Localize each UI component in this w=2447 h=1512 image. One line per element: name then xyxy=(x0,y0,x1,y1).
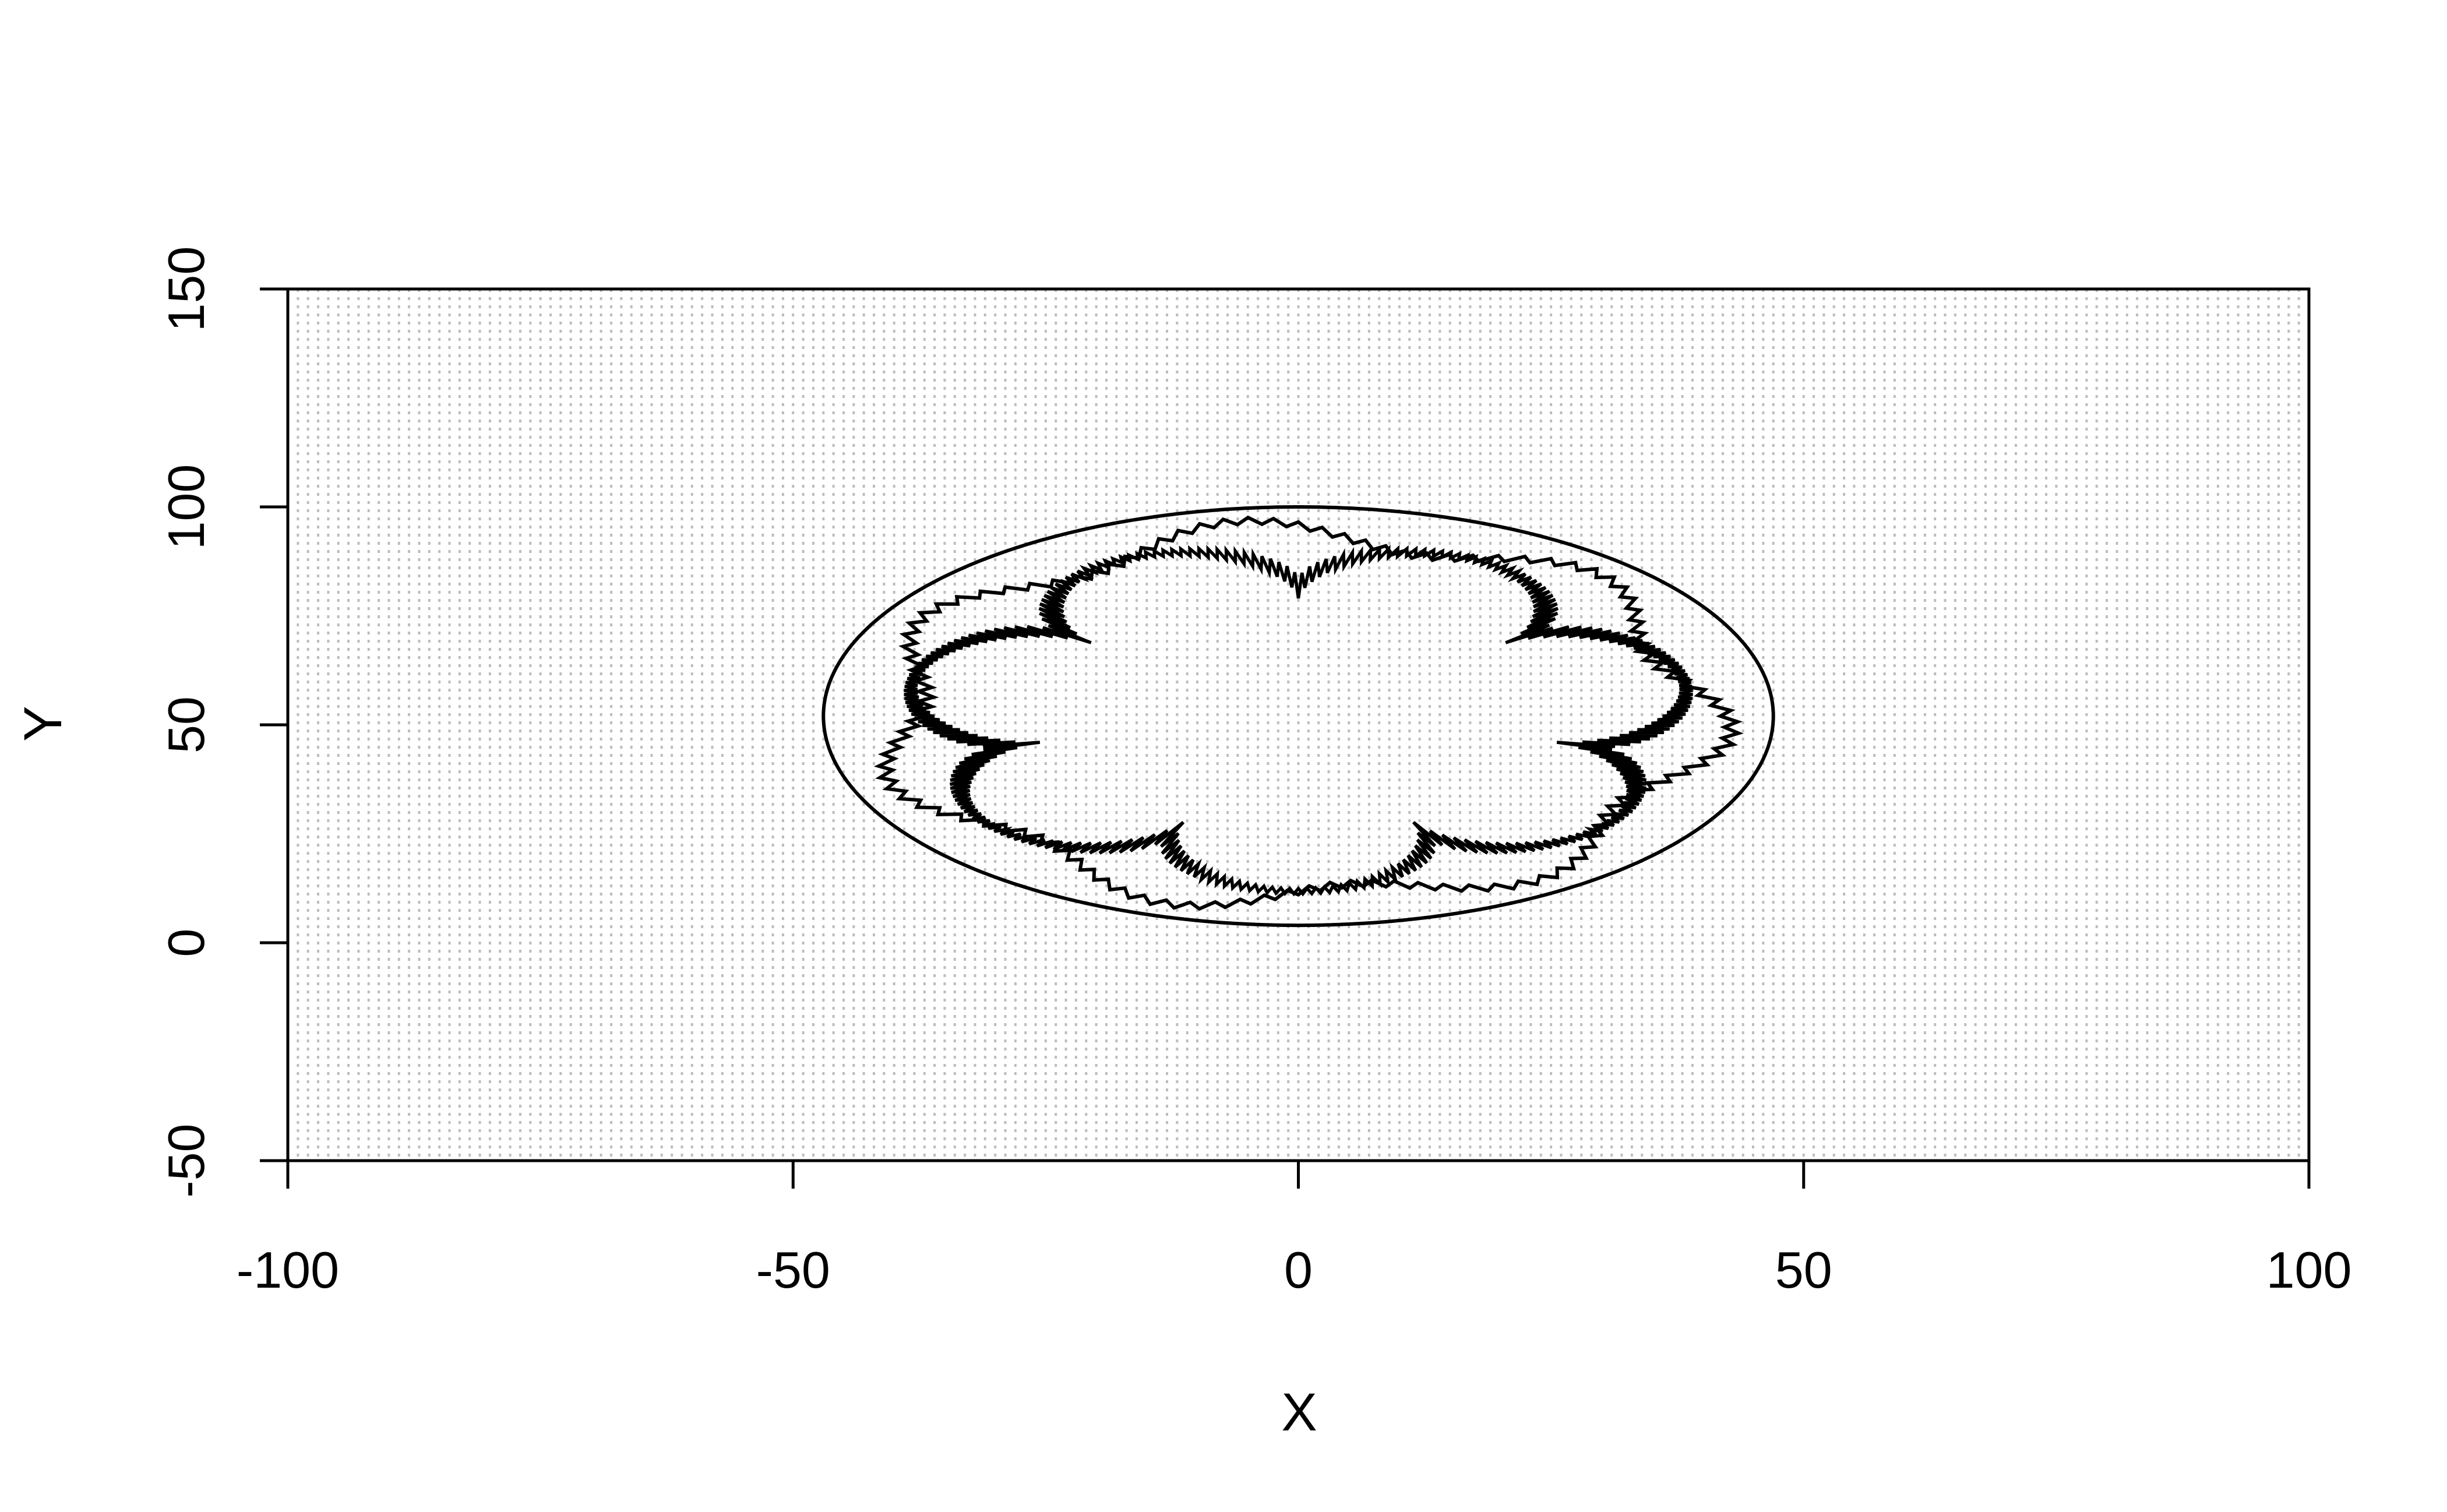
x-tick-label: -100 xyxy=(237,1241,339,1299)
y-tick-label: 100 xyxy=(157,464,215,550)
x-axis: -100 -50 0 50 100 xyxy=(237,1159,2352,1299)
y-axis: -50 0 50 100 150 xyxy=(157,246,290,1198)
y-tick-label: 50 xyxy=(157,696,215,753)
y-tick-label: 0 xyxy=(157,929,215,957)
data-series xyxy=(821,505,1775,928)
x-tick-label: 0 xyxy=(1284,1241,1313,1299)
x-tick-label: 100 xyxy=(2266,1241,2352,1299)
grid-lines xyxy=(287,289,2310,1161)
y-tick-label: -50 xyxy=(157,1123,215,1197)
series-rosette xyxy=(904,545,1693,897)
x-axis-title: X xyxy=(1281,1383,1317,1442)
series-ellipse xyxy=(821,505,1775,928)
y-axis-title: Y xyxy=(13,706,73,741)
y-tick-label: 150 xyxy=(157,246,215,332)
x-tick-label: -50 xyxy=(756,1241,830,1299)
x-tick-label: 50 xyxy=(1775,1241,1832,1299)
